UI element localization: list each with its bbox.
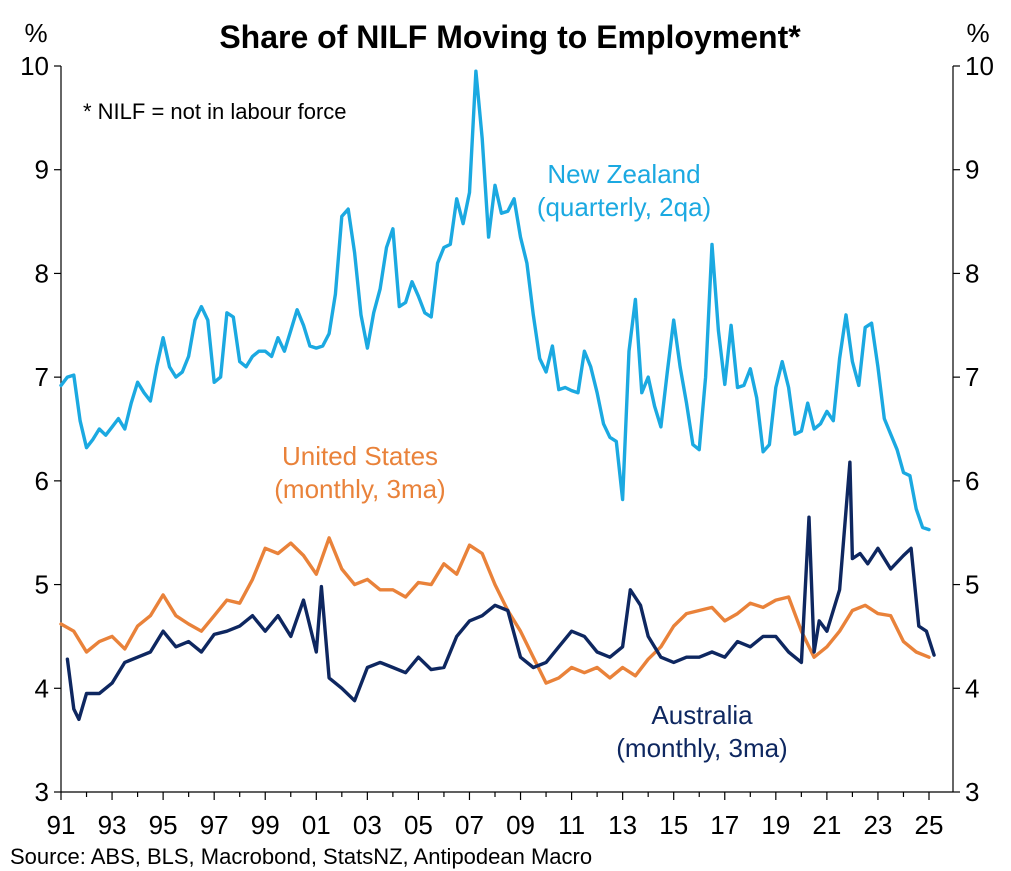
x-tick-label: 21	[812, 810, 841, 840]
x-tick-label: 93	[98, 810, 127, 840]
y-tick-label-right: 9	[965, 155, 979, 185]
series-labels: New Zealand(quarterly, 2qa) United States…	[274, 159, 787, 763]
y-tick-label-right: 5	[965, 570, 979, 600]
y-axis-unit-left: %	[24, 18, 47, 48]
series-label-new-zealand: New Zealand	[547, 159, 700, 189]
x-tick-label: 17	[710, 810, 739, 840]
chart-source: Source: ABS, BLS, Macrobond, StatsNZ, An…	[10, 844, 592, 869]
x-tick-label: 13	[608, 810, 637, 840]
y-tick-label-right: 7	[965, 362, 979, 392]
y-tick-label-left: 3	[35, 777, 49, 807]
x-tick-label: 01	[302, 810, 331, 840]
y-tick-label-left: 6	[35, 466, 49, 496]
x-tick-label: 91	[47, 810, 76, 840]
y-tick-label-right: 6	[965, 466, 979, 496]
x-tick-label: 07	[455, 810, 484, 840]
y-tick-label-left: 9	[35, 155, 49, 185]
x-tick-label: 19	[761, 810, 790, 840]
chart-note: * NILF = not in labour force	[83, 99, 347, 124]
series-label-new-zealand: (quarterly, 2qa)	[537, 192, 711, 222]
series-line-united-states	[59, 536, 931, 685]
y-tick-label-left: 10	[20, 51, 49, 81]
y-tick-label-right: 8	[965, 258, 979, 288]
x-tick-label: 09	[506, 810, 535, 840]
y-axis-unit-right: %	[966, 18, 989, 48]
y-tick-label-right: 4	[965, 673, 979, 703]
series-label-australia: (monthly, 3ma)	[616, 733, 787, 763]
x-tick-label: 05	[404, 810, 433, 840]
x-tick-label: 95	[149, 810, 178, 840]
y-tick-label-left: 5	[35, 570, 49, 600]
x-tick-label: 97	[200, 810, 229, 840]
y-tick-label-right: 10	[965, 51, 994, 81]
x-tick-label: 25	[915, 810, 944, 840]
chart-title: Share of NILF Moving to Employment*	[219, 19, 801, 55]
y-tick-label-right: 3	[965, 777, 979, 807]
series-label-united-states: United States	[282, 441, 438, 471]
y-tick-label-left: 8	[35, 258, 49, 288]
x-tick-label: 99	[251, 810, 280, 840]
x-tick-label: 11	[558, 810, 585, 840]
y-tick-label-left: 7	[35, 362, 49, 392]
x-tick-label: 03	[353, 810, 382, 840]
x-tick-label: 15	[659, 810, 688, 840]
x-tick-label: 23	[863, 810, 892, 840]
series-label-united-states: (monthly, 3ma)	[274, 474, 445, 504]
series-label-australia: Australia	[651, 700, 753, 730]
series-line-australia	[65, 460, 936, 722]
y-tick-label-left: 4	[35, 673, 49, 703]
series-layer	[59, 69, 936, 722]
series-line-new-zealand	[59, 69, 931, 532]
